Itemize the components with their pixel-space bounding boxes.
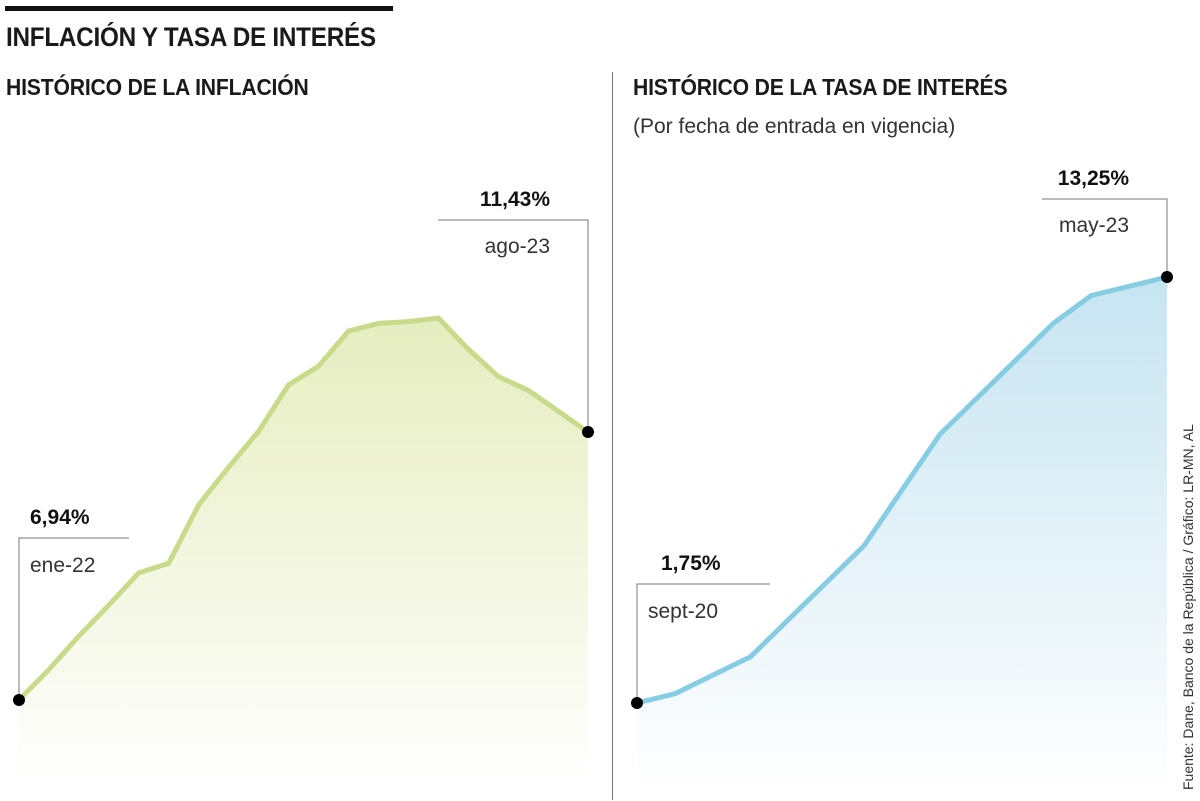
inflation-start-value-label: 6,94% xyxy=(30,506,90,529)
title-rule xyxy=(5,6,393,11)
rate-start-date-label: sept-20 xyxy=(648,600,718,623)
inflation-chart-title: HISTÓRICO DE LA INFLACIÓN xyxy=(6,74,309,100)
rate-start-point xyxy=(631,697,643,709)
inflation-start-leader xyxy=(18,537,129,700)
inflation-line xyxy=(16,315,591,703)
inflation-start-point xyxy=(13,694,25,706)
inflation-end-point xyxy=(582,426,594,439)
inflation-end-date-label: ago-23 xyxy=(485,235,550,258)
source-note: Fuente: Dane, Banco de la República / Gr… xyxy=(1180,424,1196,790)
rate-end-leader xyxy=(1042,198,1168,277)
rate-end-value-label: 13,25% xyxy=(1058,167,1130,190)
rate-area xyxy=(637,277,1167,790)
inflation-area xyxy=(19,318,588,790)
rate-end-point xyxy=(1161,271,1173,283)
inflation-end-value-label: 11,43% xyxy=(480,188,550,211)
main-title: INFLACIÓN Y TASA DE INTERÉS xyxy=(6,22,376,52)
inflation-end-leader xyxy=(438,219,589,433)
rate-chart-subtitle: (Por fecha de entrada en vigencia) xyxy=(633,115,956,138)
inflation-start-date-label: ene-22 xyxy=(30,554,95,577)
rate-line xyxy=(634,274,1170,706)
rate-end-date-label: may-23 xyxy=(1059,214,1129,237)
rate-start-value-label: 1,75% xyxy=(661,552,721,575)
rate-chart-title: HISTÓRICO DE LA TASA DE INTERÉS xyxy=(633,74,1008,100)
rate-start-leader xyxy=(636,583,770,703)
panel-divider xyxy=(612,72,613,800)
